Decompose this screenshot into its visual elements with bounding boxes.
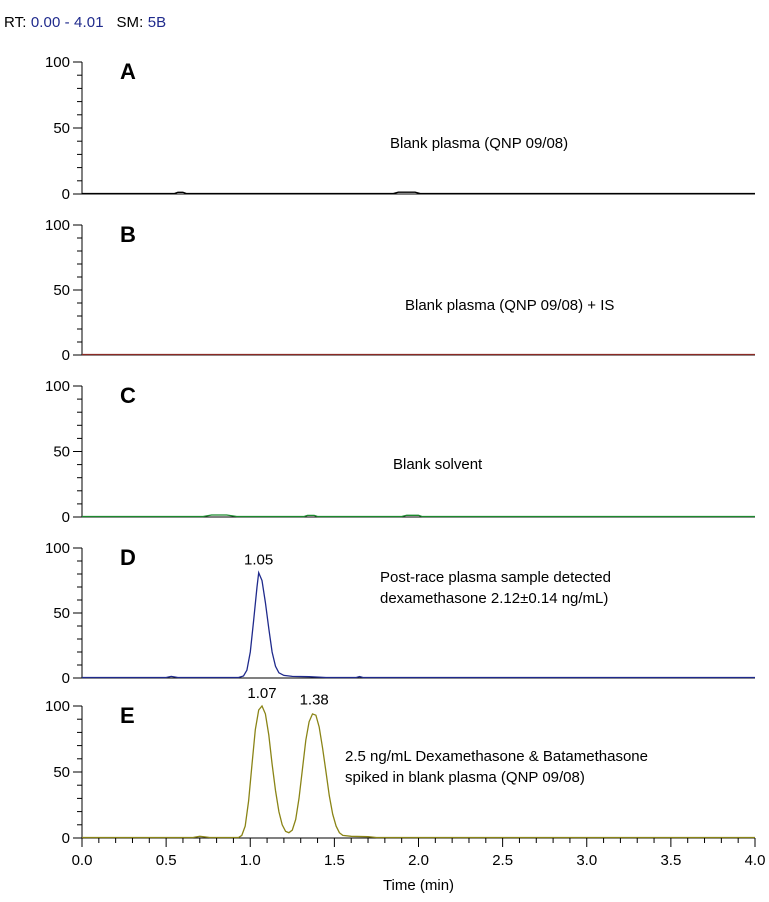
y-tick-label: 50 xyxy=(53,605,70,622)
trace-e xyxy=(82,704,755,839)
y-tick-label: 100 xyxy=(45,54,70,71)
panel-annotation: Blank plasma (QNP 09/08) xyxy=(390,135,568,152)
y-tick-label: 0 xyxy=(62,830,70,847)
panel-letter-d: D xyxy=(120,545,136,570)
panel-annotation: Blank solvent xyxy=(393,456,483,473)
trace-d xyxy=(82,570,755,679)
y-tick-label: 100 xyxy=(45,698,70,715)
trace-a xyxy=(82,191,755,195)
y-tick-label: 50 xyxy=(53,444,70,461)
x-axis-label: Time (min) xyxy=(383,877,454,894)
y-tick-label: 100 xyxy=(45,540,70,557)
y-tick-label: 50 xyxy=(53,120,70,137)
y-tick-label: 100 xyxy=(45,378,70,395)
y-tick-label: 0 xyxy=(62,347,70,364)
panel-letter-a: A xyxy=(120,59,136,84)
x-tick-label: 2.5 xyxy=(492,852,513,869)
y-tick-label: 0 xyxy=(62,509,70,526)
y-tick-label: 50 xyxy=(53,764,70,781)
rt-label: RT: xyxy=(4,14,27,31)
x-tick-label: 1.0 xyxy=(240,852,261,869)
panel-letter-b: B xyxy=(120,222,136,247)
y-tick-label: 0 xyxy=(62,670,70,687)
peak-label: 1.05 xyxy=(244,552,273,569)
x-tick-label: 2.0 xyxy=(408,852,429,869)
rt-value: 0.00 - 4.01 xyxy=(30,14,104,31)
x-tick-label: 0.0 xyxy=(72,852,93,869)
y-tick-label: 0 xyxy=(62,186,70,203)
x-tick-label: 3.5 xyxy=(660,852,681,869)
sm-label: SM: xyxy=(116,14,144,31)
x-tick-label: 4.0 xyxy=(745,852,766,869)
panel-annotation: spiked in blank plasma (QNP 09/08) xyxy=(345,769,585,786)
chart-header: RT: 0.00 - 4.01 SM: 5B xyxy=(4,14,166,31)
x-tick-label: 0.5 xyxy=(156,852,177,869)
sm-value: 5B xyxy=(147,14,167,31)
panel-letter-e: E xyxy=(120,703,135,728)
panel-annotation: Blank plasma (QNP 09/08) + IS xyxy=(405,297,614,314)
trace-c xyxy=(82,514,755,518)
peak-label: 1.38 xyxy=(300,692,329,709)
y-tick-label: 50 xyxy=(53,282,70,299)
panel-letter-c: C xyxy=(120,383,136,408)
peak-label: 1.07 xyxy=(247,685,276,702)
y-tick-label: 100 xyxy=(45,217,70,234)
panel-annotation: 2.5 ng/mL Dexamethasone & Batamethasone xyxy=(345,748,648,765)
panel-annotation: Post-race plasma sample detected xyxy=(380,569,611,586)
x-tick-label: 3.0 xyxy=(576,852,597,869)
x-tick-label: 1.5 xyxy=(324,852,345,869)
panel-annotation: dexamethasone 2.12±0.14 ng/mL) xyxy=(380,590,608,607)
